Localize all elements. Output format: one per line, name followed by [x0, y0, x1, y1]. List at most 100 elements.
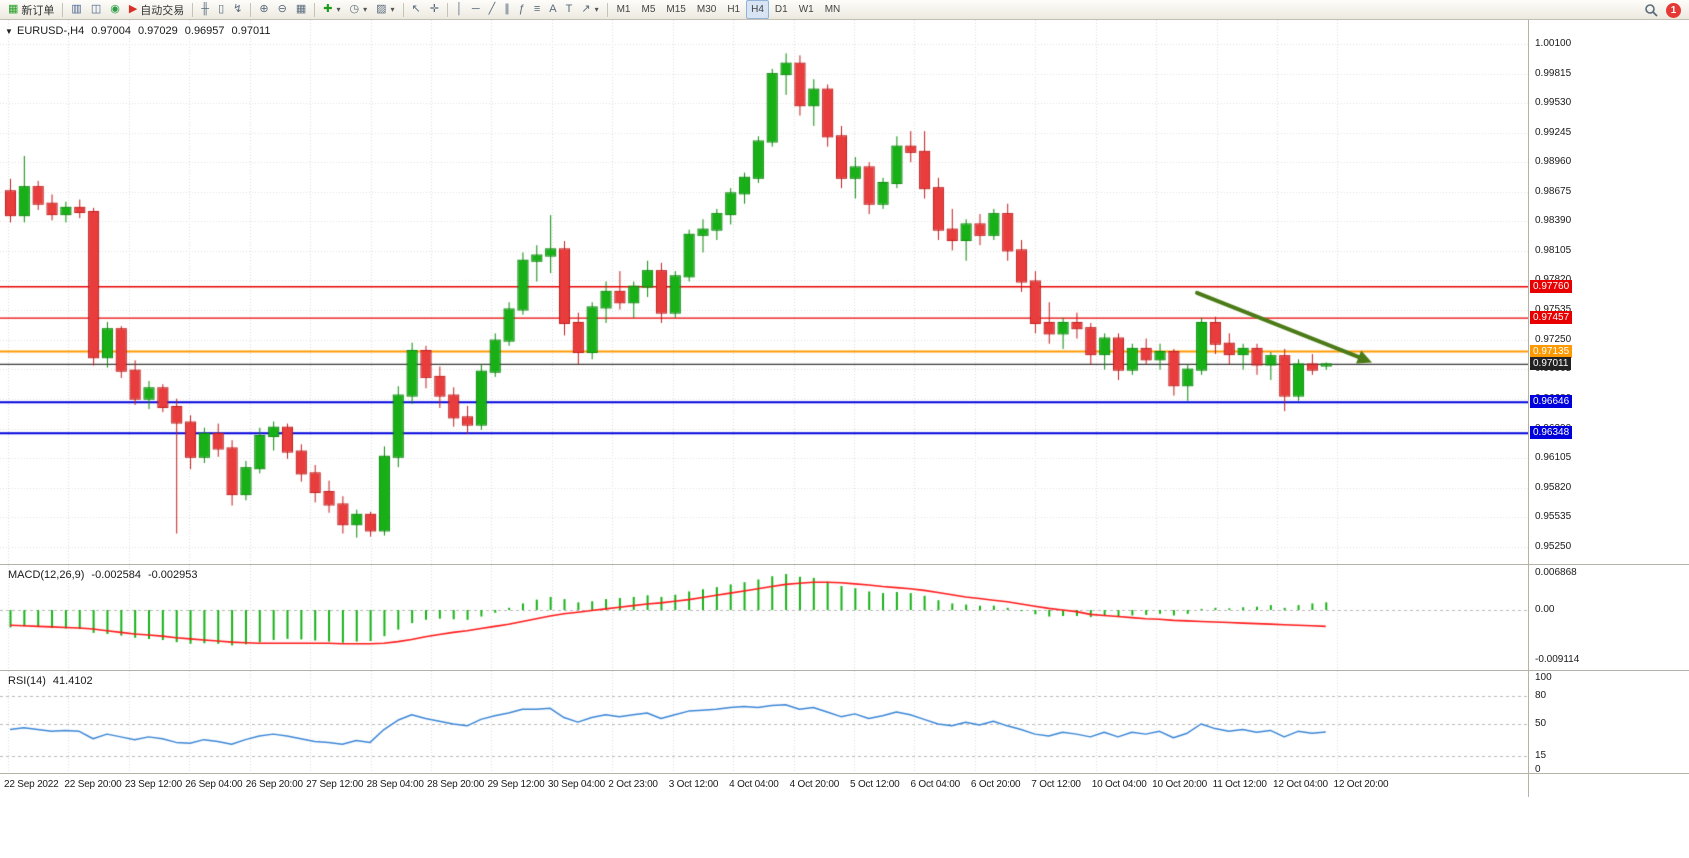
new-order-button-label: 新订单	[21, 4, 55, 17]
play-icon: ▶	[128, 3, 138, 15]
rsi-label: RSI(14)	[8, 675, 46, 687]
toolbar-divider	[314, 2, 316, 17]
price-tag: 0.97011	[1530, 357, 1572, 371]
timeframe-h1[interactable]: H1	[722, 0, 745, 19]
template-icon: ▨	[376, 3, 387, 15]
time-axis-label: 27 Sep 12:00	[306, 779, 364, 790]
timeframe-mn[interactable]: MN	[820, 0, 846, 19]
timeframe-w1-label: W1	[798, 4, 814, 15]
templates-button[interactable]: ▨ ▾	[372, 0, 398, 19]
time-axis-label: 23 Sep 12:00	[124, 779, 182, 790]
search-icon[interactable]	[1644, 3, 1658, 17]
timeframe-d1[interactable]: D1	[770, 0, 793, 19]
time-axis-label: 2 Oct 23:00	[608, 779, 658, 790]
zoom-in-button[interactable]: ⊕	[255, 0, 272, 19]
zoom-out-button[interactable]: ⊖	[274, 0, 291, 19]
price-tag: 0.97457	[1530, 311, 1573, 325]
price-axis[interactable]: 1.00100 0.99815 0.99530 0.99245 0.98960 0.986…	[1529, 0, 1689, 858]
refresh-button[interactable]: ◉	[106, 0, 124, 19]
market-watch-icon: ▥	[71, 3, 82, 15]
horizontal-line-button[interactable]: ─	[468, 0, 484, 19]
price-axis-label: 0.95535	[1535, 511, 1572, 523]
candlestick-chart-type-button[interactable]: ▯	[214, 0, 228, 19]
timeframe-m5[interactable]: M5	[637, 0, 661, 19]
vertical-line-button[interactable]: │	[452, 0, 467, 19]
chart-title: EURUSD-,H4 0.97004 0.97029 0.96957 0.970…	[17, 25, 270, 37]
bar-chart-icon: ╫	[201, 3, 210, 15]
time-axis-label: 7 Oct 12:00	[1031, 779, 1081, 790]
horizontal-line-icon: ─	[471, 3, 480, 15]
price-tag: 0.97760	[1530, 279, 1573, 293]
time-axis-label: 28 Sep 20:00	[427, 779, 485, 790]
price-axis-label: 0.98390	[1535, 215, 1572, 227]
periods-button[interactable]: ◷ ▾	[345, 0, 371, 19]
price-chart-canvas[interactable]	[0, 20, 1528, 564]
ohlc-high: 0.97029	[138, 25, 178, 37]
rsi-axis-label: 100	[1535, 672, 1552, 683]
notification-badge[interactable]: 1	[1666, 2, 1681, 18]
timeframe-m15[interactable]: M15	[661, 0, 690, 19]
timeframe-d1-label: D1	[774, 4, 788, 15]
rsi-axis-label: 15	[1535, 750, 1547, 762]
refresh-icon: ◉	[110, 3, 120, 15]
timeframe-m30[interactable]: M30	[692, 0, 721, 19]
chevron-down-icon[interactable]: ▾	[594, 5, 599, 14]
chevron-down-icon[interactable]: ▾	[336, 5, 341, 14]
macd-axis-label: 0.006868	[1535, 566, 1577, 578]
text-button[interactable]: A	[545, 0, 560, 19]
price-axis-label: 0.96105	[1535, 452, 1572, 464]
toolbar-divider	[192, 2, 194, 17]
line-chart-type-button[interactable]: ↯	[229, 0, 246, 19]
toolbar: ▦ 新订单 ▥ ◫ ◉ ▶ 自动交易 ╫ ▯ ↯ ⊕ ⊖ ▦ ✚ ▾ ◷ ▾ ▨ ▾ ↖ ✛ │ ─ ╱ ∥ ƒ ≡ A T ↗ ▾ M1 M5…	[0, 0, 1689, 20]
panel-separator[interactable]	[0, 564, 1689, 565]
time-axis-label: 28 Sep 04:00	[366, 779, 424, 790]
rsi-title: RSI(14) 41.4102	[8, 675, 93, 687]
market-watch-button[interactable]: ▥	[67, 0, 85, 19]
chevron-down-icon[interactable]: ▾	[363, 5, 368, 14]
trendline-button[interactable]: ╱	[485, 0, 500, 19]
price-tag: 0.96646	[1530, 395, 1573, 409]
data-window-button[interactable]: ◫	[87, 0, 105, 19]
arrows-button[interactable]: ↗ ▾	[577, 0, 602, 19]
timeframe-w1[interactable]: W1	[794, 0, 819, 19]
crosshair-button[interactable]: ✛	[426, 0, 443, 19]
timeframe-m1[interactable]: M1	[612, 0, 636, 19]
price-axis-label: 0.95250	[1535, 541, 1572, 552]
bar-chart-type-button[interactable]: ╫	[197, 0, 213, 19]
trendline-icon: ╱	[488, 3, 496, 15]
time-axis-label: 4 Oct 04:00	[729, 779, 779, 790]
auto-trading-button-label: 自动交易	[140, 4, 185, 17]
price-axis-label: 0.99815	[1535, 67, 1572, 79]
channel-button[interactable]: ∥	[500, 0, 514, 19]
shapes-button[interactable]: ≡	[530, 0, 544, 19]
indicators-button[interactable]: ✚ ▾	[319, 0, 344, 19]
zoom-out-icon: ⊖	[277, 3, 287, 15]
auto-trading-button[interactable]: ▶ 自动交易	[125, 0, 188, 19]
time-axis-label: 29 Sep 12:00	[487, 779, 545, 790]
new-order-button[interactable]: ▦ 新订单	[4, 0, 58, 19]
fibonacci-button[interactable]: ƒ	[515, 0, 529, 19]
panel-separator[interactable]	[0, 670, 1689, 671]
tile-windows-button[interactable]: ▦	[292, 0, 310, 19]
shapes-icon: ≡	[533, 3, 541, 15]
price-axis-label: 0.97535	[1535, 304, 1572, 316]
data-window-icon: ◫	[90, 3, 102, 15]
macd-title: MACD(12,26,9) -0.002584 -0.002953	[8, 569, 198, 581]
text-label-icon: T	[565, 3, 573, 15]
timeframe-h4[interactable]: H4	[746, 0, 769, 19]
ohlc-open: 0.97004	[91, 25, 131, 37]
macd-indicator-canvas[interactable]	[0, 565, 1528, 670]
toolbar-divider	[446, 2, 448, 17]
time-axis-label: 10 Oct 04:00	[1091, 779, 1147, 790]
crosshair-icon: ✛	[429, 3, 439, 15]
cursor-button[interactable]: ↖	[408, 0, 425, 19]
time-axis-separator	[0, 773, 1689, 774]
macd-label: MACD(12,26,9)	[8, 569, 85, 581]
text-label-button[interactable]: T	[562, 0, 577, 19]
chevron-down-icon[interactable]: ▾	[390, 5, 395, 14]
price-axis-label: 1.00100	[1535, 38, 1572, 49]
arrow-icon: ↗	[581, 3, 591, 15]
symbol-dropdown-icon[interactable]: ▼	[5, 27, 13, 36]
rsi-indicator-canvas[interactable]	[0, 671, 1528, 773]
ohlc-close: 0.97011	[231, 25, 271, 37]
